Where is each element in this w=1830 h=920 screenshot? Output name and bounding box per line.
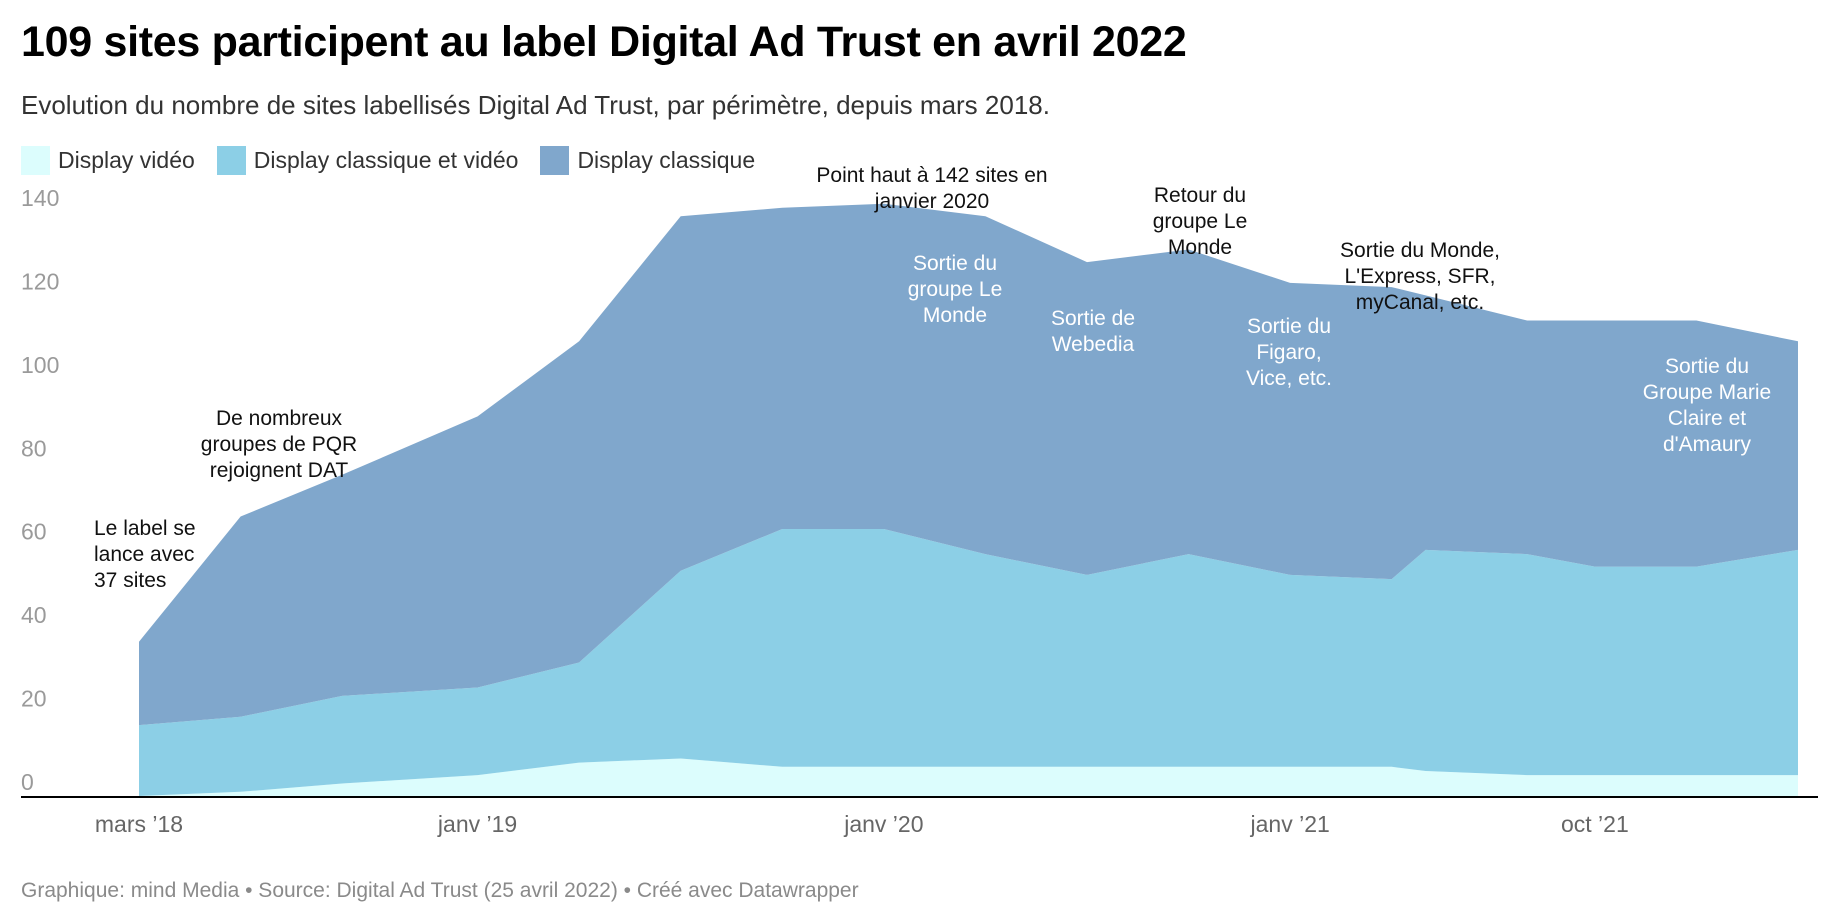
annotation-label: Sortie du groupe Le Monde (908, 252, 1003, 327)
legend-label-display-classique: Display classique (577, 147, 756, 173)
x-tick-label: janv ’19 (437, 811, 517, 837)
x-tick-label: janv ’20 (843, 811, 923, 837)
legend-label-display-video: Display vidéo (58, 147, 195, 173)
y-tick-label: 0 (21, 769, 34, 795)
y-tick-label: 20 (21, 686, 47, 712)
chart-footer: Graphique: mind Media • Source: Digital … (21, 879, 859, 902)
annotation-label: Sortie de Webedia (1051, 307, 1135, 356)
area-display-video (139, 758, 1798, 796)
y-tick-label: 60 (21, 519, 47, 545)
x-tick-label: mars ’18 (95, 811, 183, 837)
stacked-areas (139, 203, 1798, 796)
legend: Display vidéo Display classique et vidéo… (21, 146, 777, 175)
y-tick-label: 40 (21, 602, 47, 628)
legend-item-display-classique-et-video: Display classique et vidéo (216, 146, 519, 175)
legend-swatch-display-classique-et-video (216, 146, 246, 175)
y-tick-label: 120 (21, 268, 59, 294)
legend-swatch-display-classique (540, 146, 570, 175)
x-tick-label: janv ’21 (1250, 811, 1330, 837)
chart-title: 109 sites participent au label Digital A… (21, 18, 1187, 66)
annotation-label: Sortie du Groupe Marie Claire et d'Amaury (1643, 355, 1771, 456)
legend-swatch-display-video (21, 146, 50, 175)
chart-subtitle: Evolution du nombre de sites labellisés … (21, 90, 1050, 120)
x-tick-label: oct ’21 (1561, 811, 1629, 837)
annotation-label: Le label se lance avec 37 sites (94, 517, 196, 592)
legend-label-display-classique-et-video: Display classique et vidéo (253, 147, 519, 173)
annotation-label: Retour du groupe Le Monde (1153, 184, 1248, 259)
area-display-classique-et-video (139, 529, 1798, 796)
legend-item-display-classique: Display classique (540, 146, 755, 175)
y-axis: 0 20 40 60 80 100 120 140 (21, 185, 59, 795)
y-tick-label: 100 (21, 352, 59, 378)
area-display-classique (139, 203, 1798, 726)
annotation-label: Point haut à 142 sites en janvier 2020 (816, 164, 1047, 213)
annotation-label: Sortie du Monde, L'Express, SFR, myCanal, … (1340, 239, 1500, 314)
annotation-label: De nombreux groupes de PQR rejoignent DAT (201, 407, 357, 482)
x-axis: mars ’18 janv ’19 janv ’20 janv ’21 oct ’21 (21, 796, 1818, 837)
y-tick-label: 140 (21, 185, 59, 211)
legend-item-display-video: Display vidéo (21, 146, 195, 175)
annotation-label: Sortie du Figaro, Vice, etc. (1246, 315, 1332, 390)
y-tick-label: 80 (21, 435, 47, 461)
